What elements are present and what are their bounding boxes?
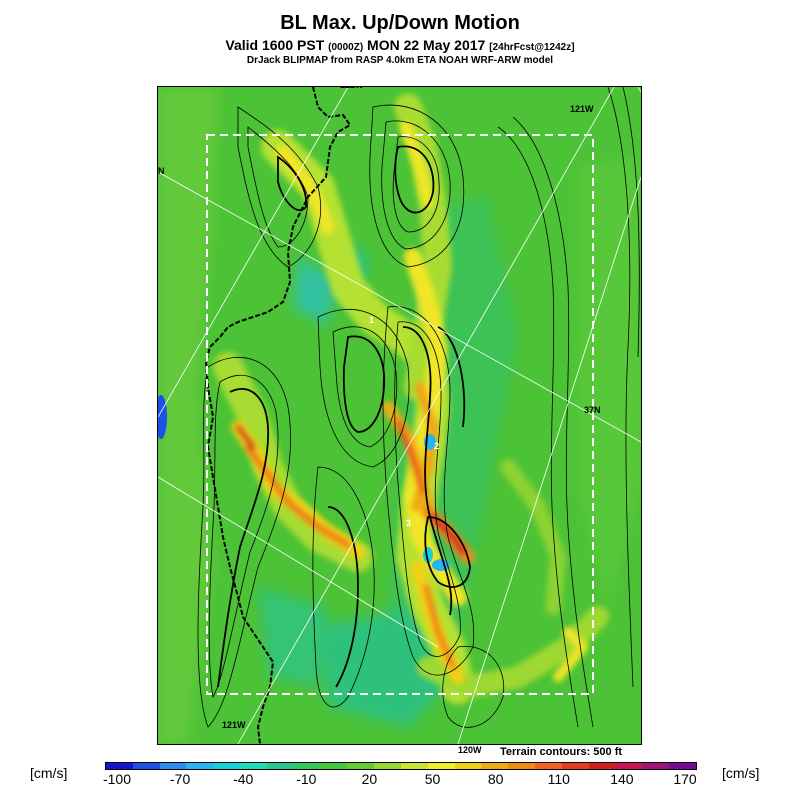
color-scale-tick-label: -70 bbox=[169, 771, 191, 787]
terrain-contour-note: Terrain contours: 500 ft bbox=[500, 746, 623, 758]
color-scale-tick-label: 140 bbox=[610, 771, 634, 787]
color-scale-segment bbox=[293, 763, 321, 769]
color-scale-tick-label: 110 bbox=[547, 771, 570, 787]
color-scale-segment bbox=[588, 763, 616, 769]
color-scale-segment bbox=[508, 763, 535, 769]
color-scale-segment bbox=[266, 763, 294, 769]
valid-date: MON 22 May 2017 bbox=[367, 37, 486, 53]
lon-label-121w-top: 121W bbox=[570, 104, 594, 114]
forecast-info: [24hrFcst@1242z] bbox=[489, 42, 575, 53]
coastline bbox=[204, 87, 352, 744]
lat-label-37n-left: 37N bbox=[158, 166, 165, 176]
color-scale-segment bbox=[240, 763, 267, 769]
color-scale-segment bbox=[615, 763, 643, 769]
map-panel: 122W 121W 37N 37N 36N 121W 1 2 3 bbox=[157, 86, 642, 745]
unit-label-left: [cm/s] bbox=[30, 765, 68, 781]
color-scale-segment bbox=[106, 763, 133, 769]
lon-label-120w-bottom: 120W bbox=[458, 745, 482, 755]
color-scale-segment bbox=[642, 763, 670, 769]
vertical-motion-field bbox=[158, 87, 641, 744]
color-scale-segment bbox=[669, 763, 696, 769]
color-scale-tick-label: -100 bbox=[102, 771, 132, 787]
color-scale-tick-label: 20 bbox=[361, 771, 378, 787]
color-scale-tick-label: 80 bbox=[487, 771, 504, 787]
color-scale-segment bbox=[374, 763, 401, 769]
color-scale-segment bbox=[400, 763, 428, 769]
valid-time-line: Valid 1600 PST (0000Z) MON 22 May 2017 [… bbox=[0, 37, 800, 53]
lat-lon-grid bbox=[158, 87, 641, 744]
color-scale-segment bbox=[213, 763, 241, 769]
feature-label-3: 3 bbox=[406, 518, 412, 528]
color-scale-segment bbox=[186, 763, 214, 769]
color-scale-segment bbox=[132, 763, 160, 769]
lat-label-36n-left: 36N bbox=[157, 475, 158, 485]
color-scale-segment bbox=[561, 763, 589, 769]
unit-label-right: [cm/s] bbox=[722, 765, 760, 781]
terrain-contours bbox=[197, 87, 640, 728]
color-scale-segment bbox=[427, 763, 455, 769]
feature-label-1: 1 bbox=[369, 315, 375, 325]
model-credit: DrJack BLIPMAP from RASP 4.0km ETA NOAH … bbox=[246, 55, 554, 66]
color-scale-segment bbox=[320, 763, 348, 769]
lat-label-37n-right: 37N bbox=[584, 405, 601, 415]
color-scale-segment bbox=[481, 763, 509, 769]
color-scale-segment bbox=[347, 763, 375, 769]
map-title: BL Max. Up/Down Motion bbox=[280, 12, 520, 34]
color-scale-segment bbox=[159, 763, 187, 769]
lon-label-121w-bottom: 121W bbox=[222, 720, 246, 730]
color-scale-tick-label: 50 bbox=[424, 771, 441, 787]
forecast-domain-box bbox=[206, 134, 594, 695]
feature-label-2: 2 bbox=[434, 441, 440, 451]
color-scale-tick-label: -40 bbox=[233, 771, 254, 787]
zulu-time: (0000Z) bbox=[328, 42, 364, 53]
color-scale-tick-label: -10 bbox=[296, 771, 317, 787]
color-scale-tick-label: 170 bbox=[673, 771, 697, 787]
lon-label-122w-top: 122W bbox=[340, 87, 364, 90]
color-scale-bar bbox=[105, 762, 697, 770]
color-scale-segment bbox=[535, 763, 562, 769]
valid-time: Valid 1600 PST bbox=[225, 37, 325, 53]
color-scale-segment bbox=[454, 763, 482, 769]
